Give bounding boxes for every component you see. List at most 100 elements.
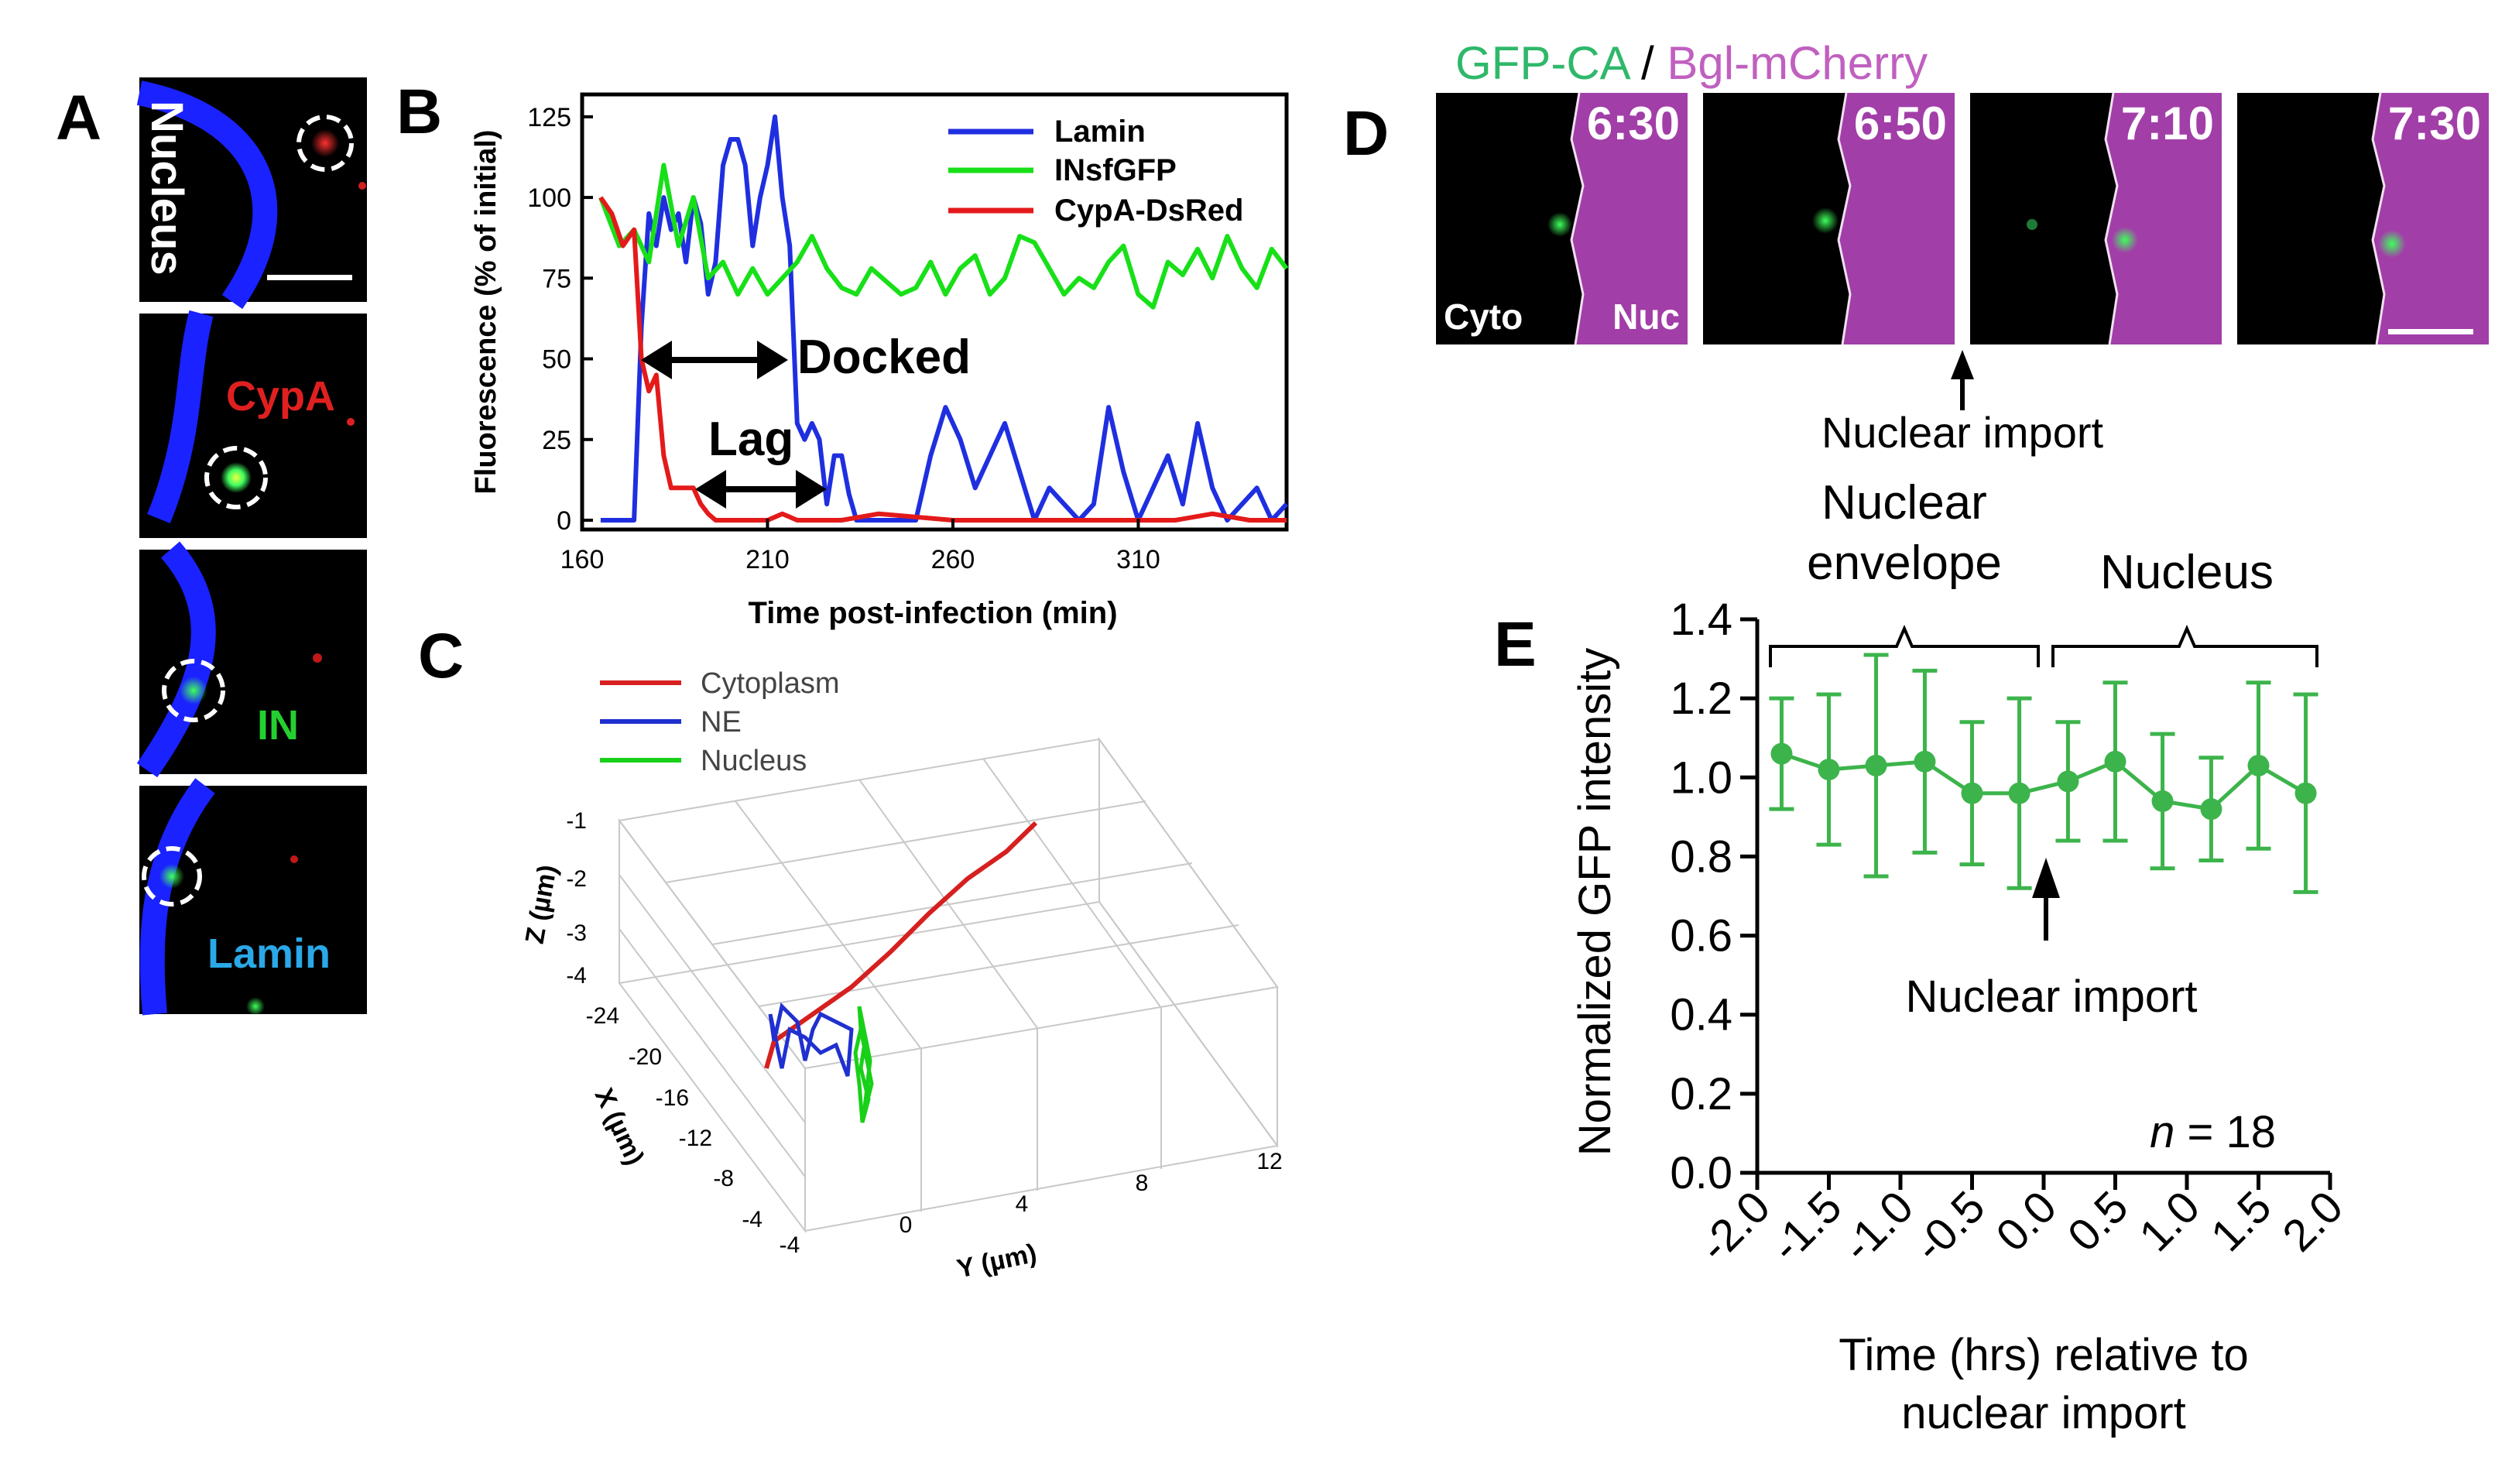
title-bgl-mcherry: Bgl-mCherry (1667, 37, 1928, 89)
legend-label-ne: NE (701, 706, 742, 739)
trajectory-cytoplasm (773, 821, 1038, 1044)
bracket-nucleus (2051, 624, 2318, 667)
chart-e-arrow-label: Nuclear import (1905, 972, 2197, 1022)
e-data-point (1914, 750, 1936, 773)
b-ytick-label: 0 (557, 506, 571, 536)
e-ytick-label: 1.4 (1670, 595, 1732, 645)
chart-c-ylabel: Y (µm) (954, 1239, 1040, 1284)
nuc-label: Nuc (1612, 296, 1680, 337)
chart-b-annotations: Docked Lag (641, 331, 971, 509)
chart-c-zlabel: Z (µm) (520, 862, 563, 946)
b-xtick-label: 160 (560, 545, 605, 574)
chart-c-xlabel: X (µm) (589, 1084, 650, 1170)
c-xtick-1: -24 (586, 1003, 619, 1029)
chart-c-box (618, 736, 1279, 1233)
tile-in: IN (136, 541, 367, 778)
e-data-point (1818, 759, 1840, 781)
bracket-label-envelope-1: Nuclear (1821, 476, 1987, 530)
frame-4: 7:30 (2237, 92, 2489, 345)
chart-c: -1 -2 -3 -4 -24 -20 -16 -12 -8 -4 -4 0 4… (520, 667, 1283, 1284)
panel-d-letter: D (1343, 98, 1389, 169)
e-xtick-label: 0.0 (1986, 1181, 2066, 1261)
tile-cypa: CypA (139, 310, 367, 538)
chart-b: 0 25 50 75 100 125 160 210 260 310 Fluorescence (… (470, 92, 1289, 630)
chart-e-ylabel: Normalized GFP intensity (1570, 648, 1620, 1157)
chart-e-import-arrow: Nuclear import (1905, 858, 2198, 1022)
legend-label-lamin: Lamin (1054, 115, 1146, 149)
trajectory-ne (768, 1002, 854, 1077)
n-value: = 18 (2174, 1107, 2276, 1157)
docked-label: Docked (797, 331, 971, 384)
e-xtick-label: -1.5 (1761, 1181, 1852, 1272)
n-symbol: n (2150, 1107, 2174, 1157)
lag-label: Lag (708, 413, 793, 466)
trajectory-cytoplasm-end (764, 1040, 776, 1069)
e-connecting-line (1780, 752, 2307, 811)
frame-4-time: 7:30 (2388, 98, 2481, 149)
e-ytick-label: 1.0 (1670, 752, 1732, 803)
e-data-point (2200, 798, 2222, 821)
chart-c-trajectories (764, 821, 1038, 1123)
e-data-point (2057, 770, 2079, 793)
arrow-up-icon (1951, 350, 1974, 379)
e-data-point (1865, 754, 1887, 776)
c-ztick-3: -3 (566, 920, 587, 946)
bracket-nuclear-envelope (1769, 624, 2040, 667)
b-ytick-label: 50 (542, 345, 571, 375)
c-xtick-5: -8 (713, 1166, 734, 1191)
legend-label-nucleus: Nucleus (701, 745, 807, 777)
c-ytick-2: 0 (900, 1212, 913, 1238)
tile-nucleus: Nucleus (136, 77, 367, 310)
b-ytick-label: 125 (527, 103, 571, 132)
panel-d-title: GFP-CA / Bgl-mCherry (1455, 37, 1928, 89)
label-lamin: Lamin (207, 930, 331, 977)
e-ytick-label: 0.2 (1670, 1069, 1732, 1119)
b-xtick-label: 310 (1116, 545, 1160, 574)
series-lamin (600, 114, 1289, 523)
c-ztick-2: -2 (566, 866, 587, 892)
title-gfp-ca: GFP-CA (1455, 37, 1631, 89)
panel-b-letter: B (396, 77, 442, 147)
panel-d-arrow: Nuclear import (1821, 350, 2104, 457)
chart-e: 0.00.20.40.60.81.01.21.4-2.0-1.5-1.0-0.5… (1570, 476, 2353, 1438)
frame-3: 7:10 (1970, 92, 2222, 345)
e-xtick-label: 1.0 (2130, 1181, 2209, 1261)
c-ztick-1: -1 (566, 808, 587, 834)
frame-2-time: 6:50 (1854, 98, 1947, 149)
trajectory-nucleus (853, 1006, 874, 1123)
label-cypa: CypA (226, 373, 335, 420)
frame-3-time: 7:10 (2121, 98, 2214, 149)
e-xtick-label: -0.5 (1904, 1181, 1995, 1272)
arrow-up-icon (2032, 858, 2060, 898)
b-ytick-label: 25 (542, 426, 571, 455)
c-xtick-3: -16 (656, 1085, 689, 1111)
c-ytick-5: 12 (1256, 1149, 1282, 1174)
panel-a-letter: A (56, 83, 101, 153)
b-xtick-label: 210 (745, 545, 790, 574)
e-data-point (2104, 750, 2126, 773)
legend-label-cypa: CypA-DsRed (1054, 194, 1243, 228)
c-ytick-3: 4 (1016, 1191, 1029, 1217)
frame-2: 6:50 (1703, 92, 1955, 345)
b-ytick-label: 100 (527, 183, 571, 213)
c-ztick-4: -4 (566, 963, 587, 989)
e-data-point (1961, 782, 1983, 804)
e-data-point (2008, 782, 2031, 804)
chart-c-ticks: -1 -2 -3 -4 -24 -20 -16 -12 -8 -4 -4 0 4… (566, 808, 1282, 1258)
title-separator: / (1628, 37, 1667, 89)
tile-lamin: Lamin (139, 778, 367, 1016)
panel-a-micrographs: Nucleus CypA IN Lamin (136, 77, 367, 1016)
e-ytick-label: 0.4 (1670, 990, 1732, 1040)
e-xtick-label: 1.5 (2202, 1181, 2281, 1261)
c-xtick-6: -4 (742, 1207, 763, 1232)
frame-1: 6:30 Cyto Nuc (1436, 92, 1688, 345)
panel-c-letter: C (418, 621, 464, 691)
e-data-point (2247, 754, 2270, 776)
scale-bar-d (2388, 329, 2473, 334)
label-nucleus: Nucleus (142, 101, 192, 276)
e-data-point (2294, 782, 2317, 804)
e-ytick-label: 0.0 (1670, 1148, 1732, 1198)
panel-d-arrow-label: Nuclear import (1821, 408, 2104, 457)
legend-label-cytoplasm: Cytoplasm (701, 667, 840, 700)
frame-1-time: 6:30 (1587, 98, 1680, 149)
